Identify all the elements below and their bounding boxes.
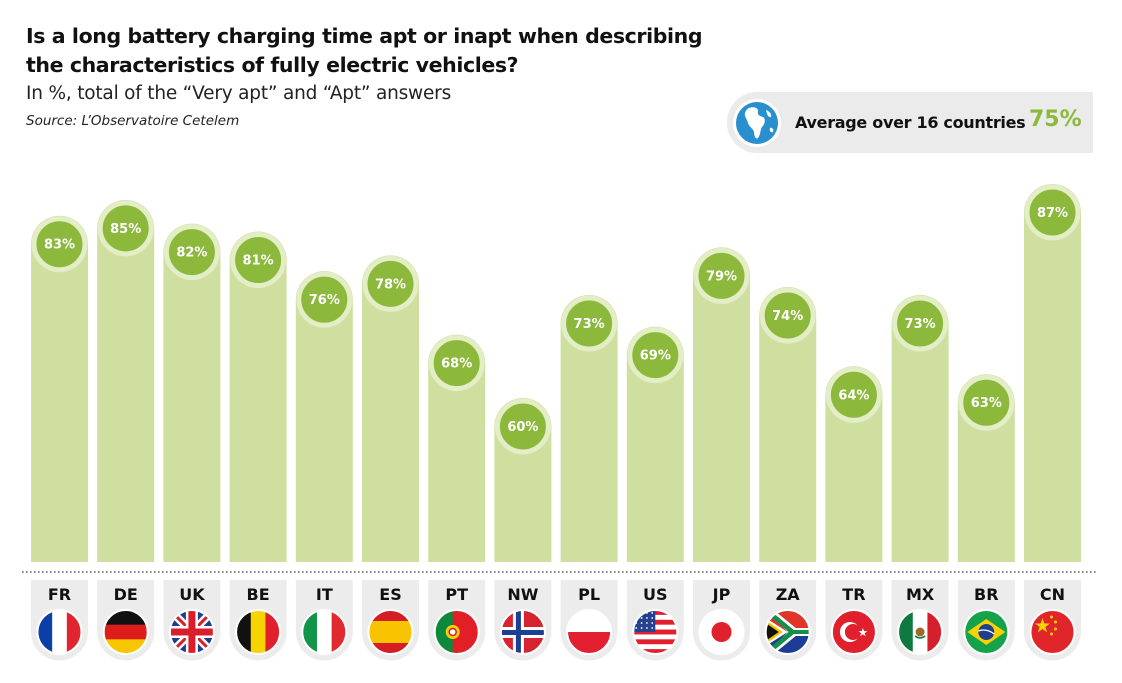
- value-bubble: [1024, 184, 1081, 241]
- chart-source: Source: L’Observatoire Cetelem: [26, 113, 240, 129]
- category-label: FR: [48, 585, 71, 604]
- bar-za: [759, 287, 817, 562]
- value-bubble: [892, 295, 949, 352]
- value-bubble: [296, 271, 353, 328]
- value-bubble: [958, 374, 1015, 431]
- value-bubble: [759, 287, 816, 344]
- south-africa-flag-icon: [765, 610, 810, 654]
- flag-ring: [830, 609, 877, 655]
- flag-ring: [168, 609, 215, 655]
- value-bubble: [31, 216, 88, 273]
- category-label: UK: [179, 585, 205, 604]
- brazil-flag-icon: [964, 610, 1009, 654]
- category-label: ZA: [776, 585, 801, 604]
- category-label: ES: [379, 585, 401, 604]
- portugal-flag-icon: [434, 610, 479, 654]
- bar-chart: 83% 85% 82% 81% 76% 78% 68% 60% 73% 69% 79% 74% 64% 7…: [22, 184, 1096, 661]
- category-label: JP: [712, 585, 731, 604]
- data-label: 60%: [507, 420, 538, 435]
- category-label: US: [643, 585, 668, 604]
- category-label: BR: [974, 585, 999, 604]
- category-label: TR: [842, 585, 865, 604]
- data-label: 79%: [706, 269, 737, 284]
- category-label: MX: [906, 585, 935, 604]
- bar-fr: [31, 215, 88, 562]
- chart-subtitle: In %, total of the “Very apt” and “Apt” …: [26, 83, 452, 104]
- flag-ring: [1029, 609, 1076, 655]
- value-bubble: [627, 327, 684, 384]
- bar-uk: [163, 223, 221, 562]
- bar-jp: [693, 247, 750, 562]
- data-label: 85%: [110, 222, 141, 237]
- bar-de: [97, 199, 155, 562]
- bar-es: [362, 255, 419, 562]
- bar-pt: [428, 334, 486, 562]
- value-bubble: [693, 247, 750, 304]
- flag-ring: [36, 609, 83, 655]
- flag-ring: [102, 609, 149, 655]
- chart-title: Is a long battery charging time apt or i…: [26, 24, 703, 77]
- bar-us: [626, 326, 684, 562]
- data-label: 64%: [838, 388, 869, 403]
- average-label: Average over 16 countries: [795, 113, 1026, 132]
- category-label: IT: [316, 585, 333, 604]
- average-badge: Average over 16 countries 75%: [727, 92, 1093, 153]
- flag-ring: [897, 609, 944, 655]
- data-label: 81%: [243, 254, 274, 269]
- value-bubble: [494, 398, 551, 455]
- data-label: 82%: [176, 246, 207, 261]
- flag-ring: [499, 609, 546, 655]
- turkey-flag-icon: [831, 610, 876, 654]
- bar-be: [229, 231, 287, 562]
- average-value: 75%: [1029, 107, 1082, 132]
- value-bubble: [428, 335, 485, 392]
- category-label: BE: [247, 585, 270, 604]
- category-label: CN: [1040, 585, 1065, 604]
- category-label: DE: [114, 585, 138, 604]
- bar-cn: [1024, 184, 1081, 562]
- flag-ring: [367, 609, 414, 655]
- value-bubble: [97, 200, 154, 257]
- flag-ring: [632, 609, 679, 655]
- value-bubble: [230, 232, 287, 289]
- data-label: 74%: [772, 309, 803, 324]
- flag-ring: [235, 609, 282, 655]
- poland-flag-icon: [567, 610, 612, 654]
- data-label: 63%: [971, 396, 1002, 411]
- bar-it: [295, 271, 353, 562]
- norway-flag-icon: [500, 610, 545, 654]
- value-bubble: [561, 295, 618, 352]
- flag-ring: [764, 609, 811, 655]
- flag-ring: [301, 609, 348, 655]
- globe-icon: [733, 99, 781, 147]
- data-label: 68%: [441, 357, 472, 372]
- flag-ring: [566, 609, 613, 655]
- value-bubble: [163, 224, 220, 281]
- flag-ring: [963, 609, 1010, 655]
- data-label: 76%: [309, 293, 340, 308]
- bar-pl: [560, 294, 618, 562]
- bar-mx: [891, 294, 949, 562]
- data-label: 73%: [574, 317, 605, 332]
- data-label: 73%: [905, 317, 936, 332]
- value-bubble: [825, 366, 882, 423]
- china-flag-icon: [1030, 610, 1075, 654]
- flag-ring: [433, 609, 480, 655]
- japan-flag-icon: [699, 610, 744, 654]
- category-label: NW: [507, 585, 538, 604]
- category-label: PT: [445, 585, 468, 604]
- data-label: 69%: [640, 349, 671, 364]
- category-label: PL: [578, 585, 600, 604]
- spain-flag-icon: [368, 610, 413, 654]
- data-label: 78%: [375, 277, 406, 292]
- value-bubble: [362, 255, 419, 312]
- flag-ring: [698, 609, 745, 655]
- data-label: 83%: [44, 238, 75, 253]
- data-label: 87%: [1037, 206, 1068, 221]
- uk-flag-icon: [169, 610, 214, 654]
